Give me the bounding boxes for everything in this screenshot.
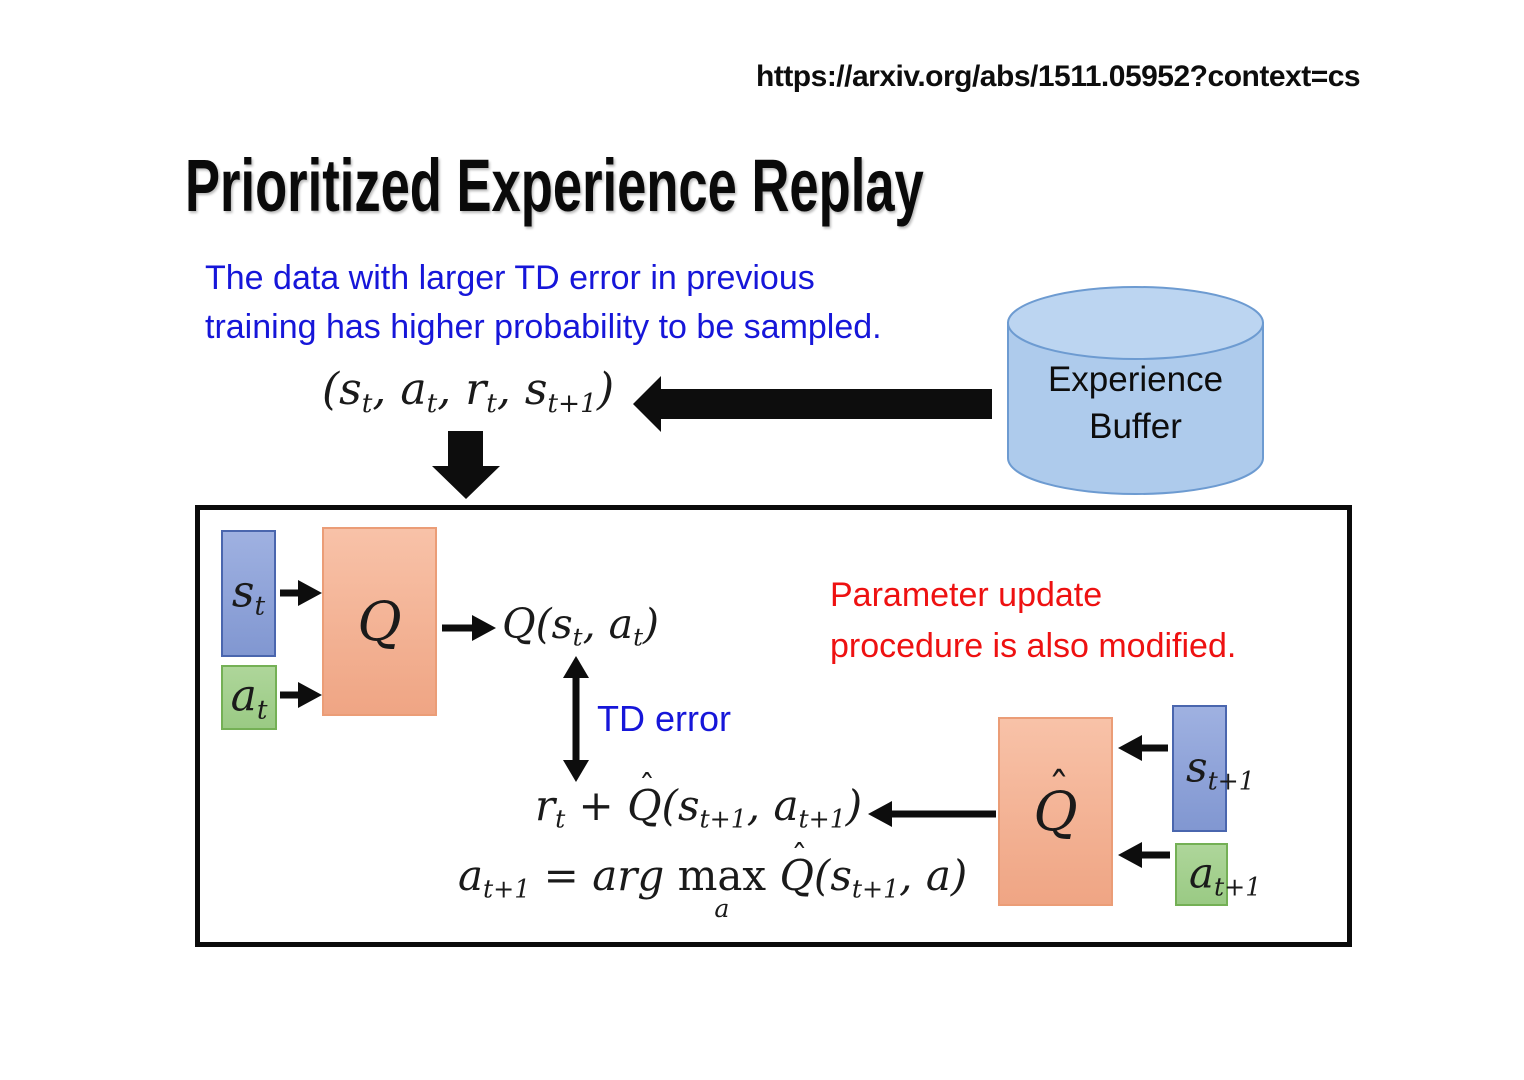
arrow-st1-to-qhat-head bbox=[1118, 735, 1142, 761]
q-network-box: Q bbox=[322, 527, 437, 716]
arrow-buffer-to-tuple-icon bbox=[633, 376, 992, 432]
experience-buffer-label-line1: Experience bbox=[1047, 360, 1224, 399]
parameter-note-line1: Parameter update bbox=[830, 576, 1103, 614]
parameter-note: Parameter update procedure is also modif… bbox=[830, 570, 1236, 672]
arrow-q-to-output-head bbox=[472, 615, 496, 641]
experience-buffer-label-line2: Buffer bbox=[1089, 407, 1182, 446]
td-error-label: TD error bbox=[597, 698, 731, 739]
q-output-formula: Q(st, at) bbox=[502, 600, 659, 652]
experience-buffer-label: Experience Buffer bbox=[1008, 356, 1263, 450]
diagram-frame bbox=[195, 505, 1352, 947]
action-at-chip: at bbox=[221, 665, 277, 730]
sampling-note: The data with larger TD error in previou… bbox=[205, 254, 882, 352]
arrow-at-to-q-head bbox=[298, 682, 322, 708]
arrow-at1-to-qhat-head bbox=[1118, 842, 1142, 868]
parameter-note-line2: procedure is also modified. bbox=[830, 627, 1237, 665]
cylinder-body bbox=[1007, 322, 1264, 495]
experience-buffer-cylinder bbox=[1007, 286, 1264, 495]
transition-tuple: (st, at, rt, st+1) bbox=[322, 364, 615, 419]
sampling-note-line2: training has higher probability to be sa… bbox=[205, 308, 882, 346]
arrow-st-to-q-head bbox=[298, 580, 322, 606]
action-at-label: at bbox=[230, 670, 268, 725]
state-st-chip: st bbox=[221, 530, 276, 657]
slide-title: Prioritized Experience Replay bbox=[185, 144, 924, 227]
state-st1-label: st+1 bbox=[1186, 742, 1255, 795]
arrow-qhat-to-target-head bbox=[868, 801, 892, 827]
target-value-formula: rt + ˆ Q(st+1, at+1) bbox=[535, 767, 863, 834]
state-st-label: st bbox=[231, 566, 266, 621]
cylinder-top bbox=[1007, 286, 1264, 360]
arrow-tuple-to-box-icon bbox=[432, 431, 500, 499]
action-at1-chip: at+1 bbox=[1175, 843, 1261, 906]
source-url[interactable]: https://arxiv.org/abs/1511.05952?context… bbox=[756, 60, 1361, 93]
q-network-label: Q bbox=[357, 590, 402, 653]
action-select-formula: at+1 = arg max a ˆ Q(st+1, a) bbox=[458, 837, 968, 924]
sampling-note-line1: The data with larger TD error in previou… bbox=[205, 259, 815, 297]
td-error-arrow-top-head bbox=[563, 656, 589, 678]
td-error-arrow-bottom-head bbox=[563, 760, 589, 782]
action-at1-label: at+1 bbox=[1189, 848, 1262, 901]
state-st1-chip: st+1 bbox=[1172, 705, 1255, 832]
